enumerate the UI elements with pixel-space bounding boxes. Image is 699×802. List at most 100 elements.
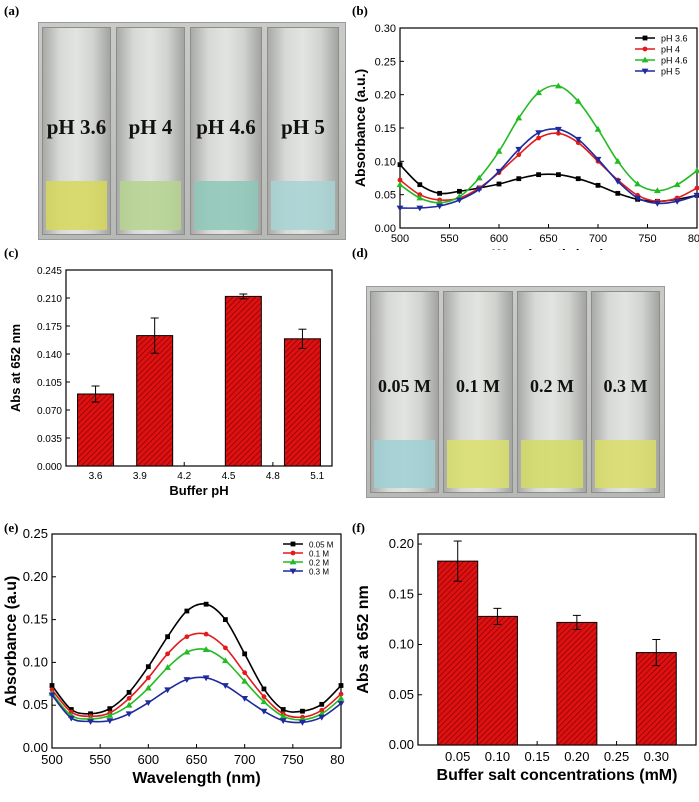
data-point [495,147,503,154]
y-tick-label: 0.070 [37,406,62,417]
data-point [107,706,113,712]
data-point [416,194,424,201]
x-tick-label: 3.9 [133,471,147,482]
series-line [51,676,342,724]
data-point [125,701,133,708]
x-tick-label: 4.8 [266,471,280,482]
data-point [595,182,601,188]
data-point [673,181,681,188]
cuvette-label: 0.3 M [603,376,648,396]
bar [437,560,479,746]
data-point [106,718,114,725]
cuvette-liquid [374,440,435,488]
cuvette-liquid [521,440,583,488]
abs-vs-buffer-ph-bar-chart: 0.000 0.035 0.070 0.105 0.140 0.175 0.210 0.245… [8,266,333,498]
y-tick-label: 0.05 [375,190,396,202]
data-point [299,719,306,726]
x-tick-label: 800 [688,233,699,245]
y-tick-label: 0.10 [389,637,414,652]
cuvette-label: pH 4.6 [196,114,256,139]
data-point [318,714,326,721]
data-point [183,648,191,655]
data-point [223,617,228,622]
data-point [241,677,249,684]
data-point [396,181,404,188]
x-tick-label: 800 [330,752,345,767]
y-tick-label: 0.140 [37,350,62,361]
data-point [536,135,541,141]
y-tick-label: 0.15 [23,612,48,627]
data-point [417,182,423,188]
data-point [614,178,622,185]
data-point [183,677,191,683]
data-point [261,694,267,700]
data-point [242,670,248,676]
data-point [290,550,296,556]
series-line [51,632,342,719]
data-point [144,684,152,691]
data-point [280,707,286,712]
x-tick-label: 0.05 [445,749,470,764]
data-point [222,683,229,689]
cuvette-label: 0.05 M [378,376,431,396]
data-point [436,203,443,210]
absorbance-concentration-line-chart: 0.00 0.05 0.10 0.15 0.20 0.25 500 550 600 650 700 7… [3,526,345,787]
y-tick-label: 0.25 [23,526,48,541]
x-tick-label: 0.15 [524,749,549,764]
x-axis-label: Buffer salt concentrations (mM) [437,767,678,784]
series-line [51,603,342,715]
data-point [574,97,582,104]
y-tick-label: 0.10 [23,654,48,669]
data-point [203,631,209,637]
y-tick-label: 0.00 [389,737,414,752]
data-point [654,200,661,207]
data-point [126,689,132,695]
cuvette-liquid [120,180,181,230]
data-point [642,46,648,52]
data-point [496,181,502,187]
legend-label: pH 5 [661,67,680,77]
data-point [516,176,522,182]
x-tick-label: 550 [89,752,111,767]
data-point [396,205,404,212]
x-tick-label: 650 [539,233,557,245]
cuvette-liquid [46,180,107,230]
panel-label-b: (b) [352,3,368,18]
cuvette: 0.05 M [370,291,439,493]
x-tick-label: 500 [391,233,409,245]
y-tick-label: 0.035 [37,434,62,445]
data-point [575,176,581,182]
data-point [535,89,542,96]
cuvette-label: pH 5 [281,114,325,139]
y-tick-label: 0.00 [23,740,48,755]
bar [224,295,262,467]
data-point [337,694,345,701]
panel-label-a: (a) [4,3,20,18]
data-point [222,657,229,664]
data-point [693,167,699,174]
x-tick-label: 0.30 [644,749,669,764]
data-point [300,708,305,714]
x-tick-label: 0.25 [604,749,629,764]
data-point [223,645,228,651]
cuvette-label: 0.2 M [530,376,574,396]
data-point [337,701,345,707]
data-point [495,168,503,175]
y-tick-label: 0.05 [23,697,48,712]
data-point [87,719,94,725]
data-point [594,125,602,132]
data-point [260,708,268,715]
x-tick-label: 500 [41,752,63,767]
legend-label: 0.05 M [309,541,334,550]
y-axis-label: Abs at 652 nm [355,585,372,693]
data-point [641,56,649,63]
data-point [673,198,681,205]
data-point [165,651,171,657]
cuvette-photo-a: pH 3.6 pH 4 pH 4.6 pH 5 [38,22,346,240]
x-tick-label: 700 [234,752,256,767]
y-tick-label: 0.15 [375,123,396,135]
cuvette-photo-d: 0.05 M 0.1 M 0.2 M 0.3 M [366,286,665,498]
y-tick-label: 0.210 [37,294,62,305]
legend-label: 0.1 M [309,550,329,559]
cuvette-liquid [447,440,509,488]
